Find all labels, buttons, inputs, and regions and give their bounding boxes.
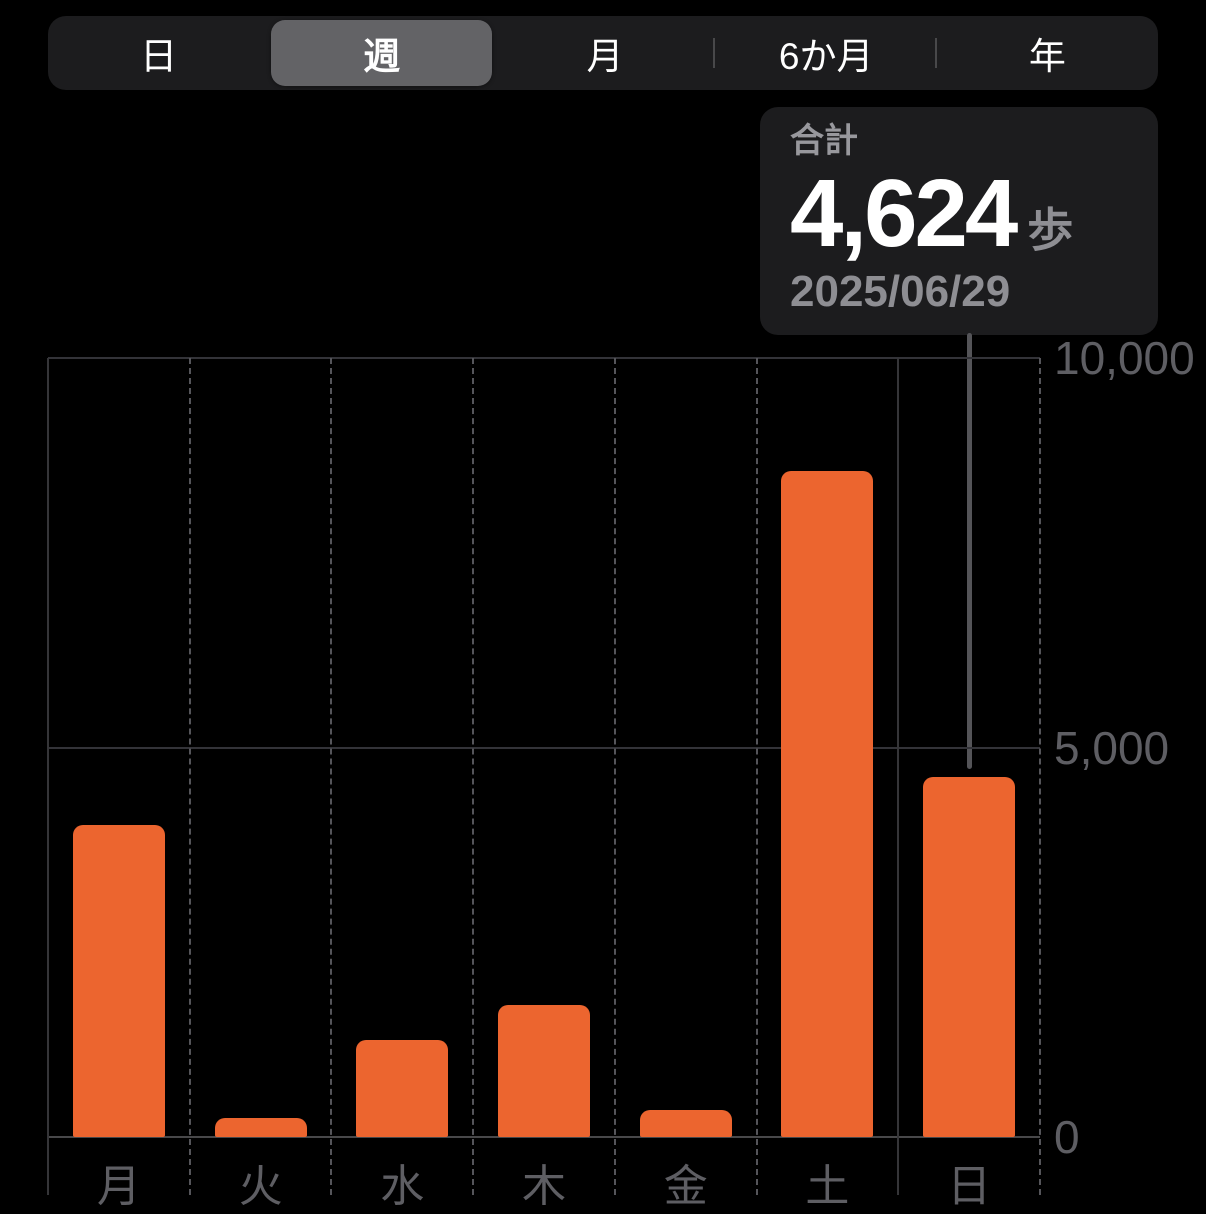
- column-separator: [330, 358, 333, 1195]
- x-axis-label-sun: 日: [947, 1162, 992, 1211]
- x-axis-label-thu: 木: [522, 1162, 566, 1211]
- column-separator: [472, 358, 475, 1195]
- y-axis-tick-label: 0: [1054, 1111, 1080, 1163]
- column-separator: [897, 358, 900, 1195]
- x-axis-label-fri: 金: [663, 1162, 708, 1211]
- y-gridline: [48, 1136, 1040, 1138]
- bar-mon[interactable]: [72, 825, 165, 1137]
- tooltip-value-row: 4,624 歩: [790, 164, 1158, 265]
- column-separator: [1039, 358, 1041, 1195]
- tab-week[interactable]: 週: [271, 20, 493, 86]
- column-separator: [188, 358, 191, 1195]
- tooltip-steps-value: 4,624: [790, 160, 1018, 268]
- tooltip-total-label: 合計: [790, 122, 858, 160]
- tab-6months[interactable]: 6か月: [778, 36, 874, 77]
- x-axis-label-mon: 月: [96, 1162, 141, 1211]
- x-axis-label-wed: 水: [380, 1162, 425, 1211]
- column-separator: [755, 358, 758, 1195]
- segment-divider: [713, 38, 715, 68]
- selection-pointer-line: [966, 333, 972, 769]
- bar-thu[interactable]: [498, 1004, 590, 1137]
- plot-left-border: [47, 358, 49, 1195]
- bar-fri[interactable]: [639, 1109, 732, 1137]
- tab-month[interactable]: 月: [586, 36, 624, 77]
- column-separator: [613, 358, 616, 1195]
- tooltip-steps-unit: 歩: [1027, 204, 1074, 257]
- bar-sat[interactable]: [781, 470, 874, 1137]
- selection-tooltip: 合計 4,624 歩 2025/06/29: [760, 107, 1158, 335]
- bar-sun[interactable]: [923, 776, 1016, 1137]
- segment-divider: [935, 38, 937, 68]
- tab-year[interactable]: 年: [1028, 36, 1066, 77]
- tab-day[interactable]: 日: [140, 36, 178, 77]
- x-axis-label-tue: 火: [238, 1162, 283, 1211]
- y-gridline: [48, 357, 1040, 359]
- time-range-segmented-control: 日 週 月 6か月 年: [48, 16, 1158, 90]
- tooltip-date: 2025/06/29: [790, 267, 1011, 317]
- x-axis-label-sat: 土: [805, 1162, 850, 1211]
- y-axis-tick-label: 5,000: [1054, 721, 1170, 774]
- bar-tue[interactable]: [214, 1117, 307, 1137]
- y-axis-tick-label: 10,000: [1054, 332, 1195, 384]
- bar-wed[interactable]: [356, 1039, 449, 1137]
- y-gridline: [48, 746, 1040, 749]
